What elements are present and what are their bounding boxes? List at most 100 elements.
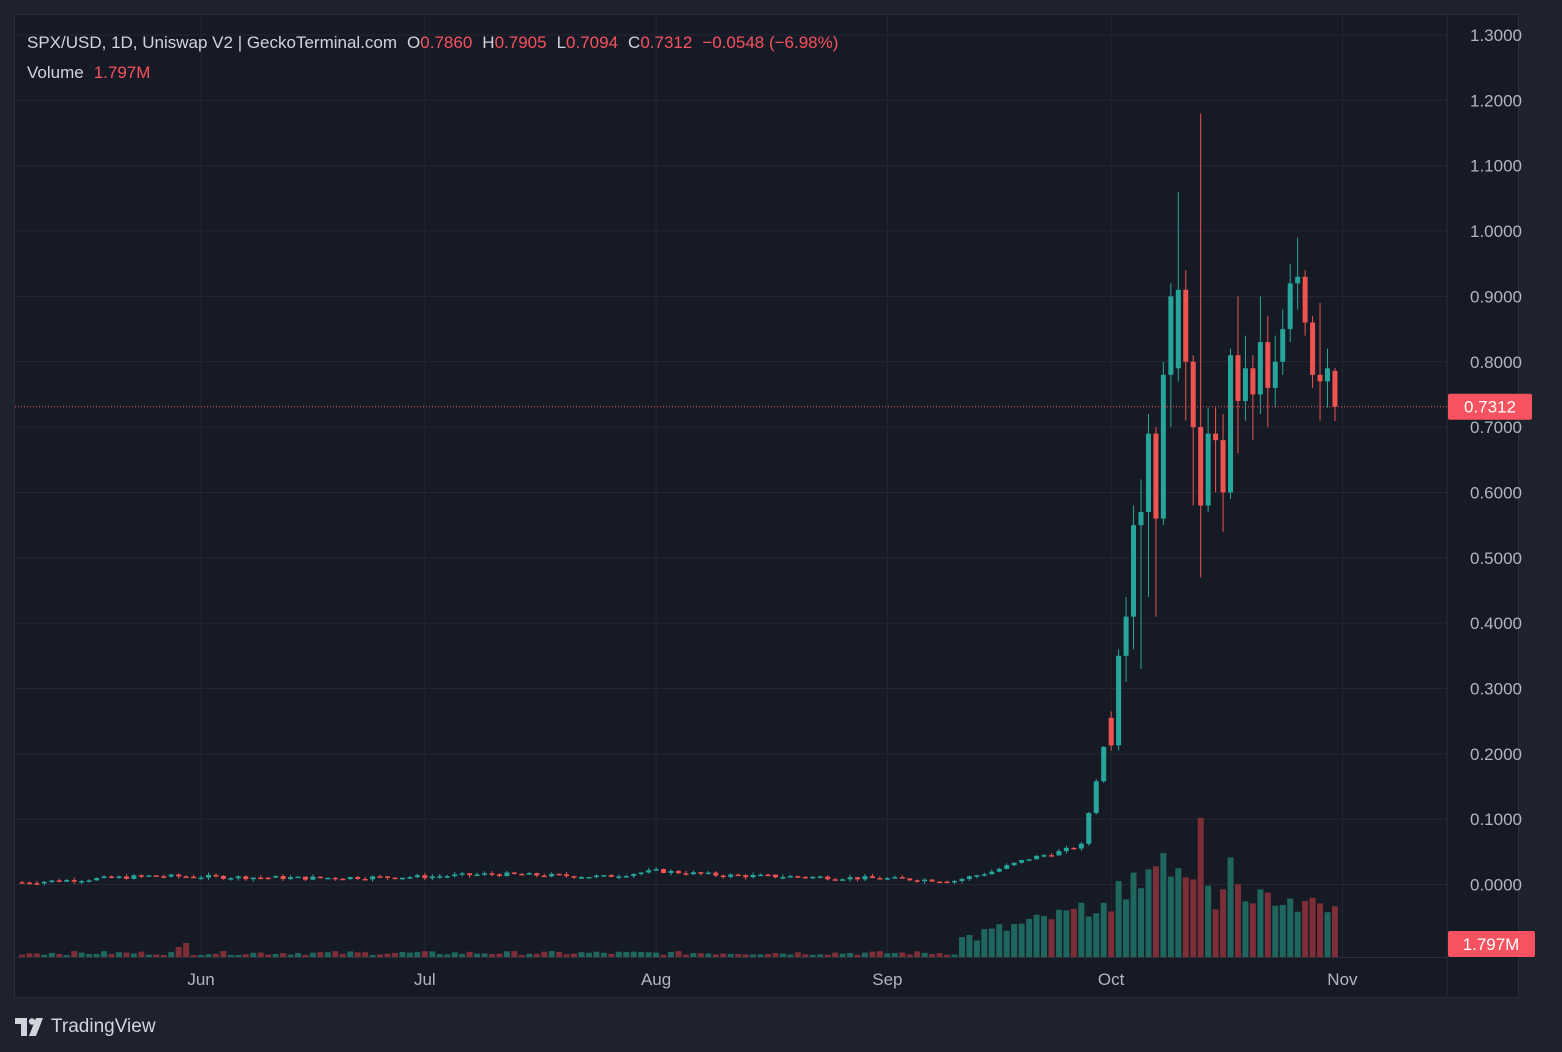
- candle-body: [273, 876, 279, 878]
- candle: [64, 878, 70, 883]
- candle: [631, 873, 637, 878]
- volume-bar: [929, 954, 936, 957]
- candle: [586, 876, 592, 879]
- tradingview-logo[interactable]: TradingView: [15, 1014, 156, 1040]
- candle: [847, 874, 853, 882]
- volume-bar: [660, 954, 667, 957]
- candle-body: [1190, 361, 1196, 428]
- candle: [489, 871, 495, 877]
- candle: [235, 875, 241, 881]
- candle: [825, 875, 831, 881]
- candle: [414, 873, 420, 879]
- candle-body: [698, 872, 704, 874]
- volume-bar: [421, 951, 428, 957]
- candle: [1317, 302, 1323, 421]
- volume-bar: [1175, 868, 1182, 957]
- volume-bar: [869, 951, 876, 957]
- candle: [56, 878, 62, 883]
- candle-body: [1123, 616, 1129, 656]
- volume-bar: [720, 953, 727, 957]
- candle: [1116, 649, 1122, 751]
- candle: [705, 870, 711, 875]
- volume-bar: [302, 954, 309, 957]
- candle: [996, 867, 1002, 873]
- candle: [459, 871, 465, 877]
- candle-body: [1041, 855, 1047, 857]
- candle-body: [138, 875, 144, 877]
- candle-body: [825, 876, 831, 880]
- candle: [914, 879, 920, 883]
- volume-bar: [153, 954, 160, 957]
- candle: [302, 876, 308, 882]
- candle-body: [832, 879, 838, 881]
- candle-body: [392, 877, 398, 880]
- volume-bar: [712, 954, 719, 957]
- candle: [1250, 355, 1256, 441]
- candle-body: [952, 880, 957, 883]
- candle-body: [153, 875, 159, 877]
- candle: [549, 872, 555, 878]
- volume-bar: [1257, 889, 1264, 957]
- volume-bar: [41, 954, 48, 957]
- candle: [802, 876, 808, 879]
- volume-bar: [1317, 903, 1324, 957]
- candle-body: [892, 877, 898, 879]
- volume-bar: [1234, 884, 1241, 957]
- candle: [1220, 414, 1226, 532]
- candle-body: [1116, 655, 1122, 746]
- candle: [1175, 191, 1181, 382]
- candle: [519, 873, 525, 876]
- candle-body: [168, 874, 174, 877]
- candle: [840, 878, 846, 881]
- candle: [1287, 263, 1293, 343]
- volume-bar: [295, 953, 302, 957]
- y-tick-label: 0.8000: [1470, 353, 1522, 372]
- last-price-tag: 0.7312: [1448, 393, 1532, 420]
- candle: [579, 876, 584, 879]
- candle: [772, 874, 778, 879]
- candle: [787, 874, 793, 878]
- candle: [474, 872, 480, 877]
- candle: [1325, 348, 1330, 408]
- volume-bar: [988, 928, 995, 957]
- volume-bar: [1205, 885, 1212, 957]
- candle-body: [1093, 781, 1099, 814]
- candle-body: [653, 869, 659, 871]
- candle-body: [1310, 322, 1316, 375]
- volume-bar: [86, 954, 93, 957]
- candle-body: [414, 875, 420, 878]
- candle: [1145, 414, 1151, 598]
- candle: [750, 872, 756, 879]
- candle-body: [1108, 717, 1114, 746]
- chart-frame[interactable]: [14, 14, 1519, 998]
- volume-bar: [205, 954, 212, 957]
- candle: [683, 870, 689, 876]
- candle: [220, 875, 226, 880]
- candle: [310, 874, 316, 881]
- volume-bar: [914, 951, 921, 957]
- candle: [250, 877, 256, 882]
- volume-bar: [809, 954, 816, 957]
- volume-bar: [168, 952, 175, 957]
- volume-bar: [1197, 817, 1204, 957]
- candle: [601, 874, 607, 877]
- candle: [1332, 367, 1338, 421]
- candle-body: [787, 876, 793, 878]
- candle-body: [1198, 427, 1204, 506]
- volume-bar: [101, 951, 108, 957]
- volume-bar: [906, 954, 913, 957]
- y-tick-label: 0.3000: [1470, 680, 1522, 699]
- candle-body: [996, 868, 1002, 872]
- volume-bar: [817, 954, 824, 957]
- volume-bar: [78, 952, 85, 957]
- candle-body: [1228, 355, 1234, 493]
- tradingview-logo-icon: [15, 1018, 43, 1036]
- volume-bar: [1294, 911, 1301, 957]
- volume-bar: [891, 952, 898, 957]
- candle-body: [347, 877, 353, 880]
- candle-body: [690, 872, 696, 875]
- candle-body: [34, 883, 40, 885]
- candle: [1280, 309, 1286, 375]
- volume-bar: [250, 952, 257, 957]
